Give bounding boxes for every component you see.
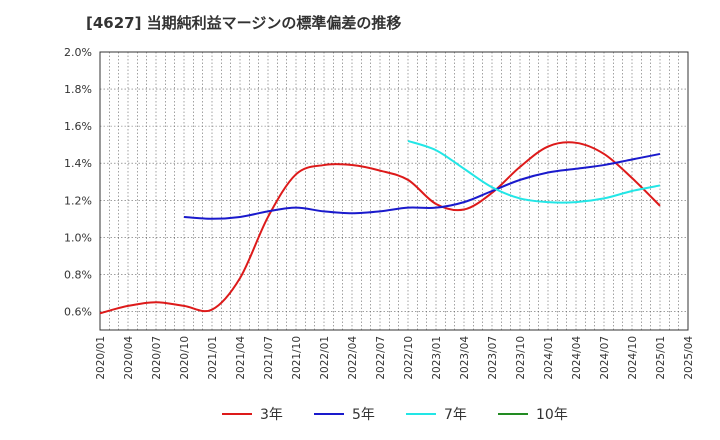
x-tick-label: 2022/10	[403, 336, 415, 380]
x-tick-label: 2022/01	[319, 336, 331, 380]
x-tick-label: 2022/04	[347, 336, 359, 380]
x-tick-label: 2021/04	[235, 336, 247, 380]
legend-swatch	[222, 413, 252, 415]
y-tick-label: 1.4%	[64, 157, 92, 170]
axes	[99, 51, 689, 331]
x-tick-label: 2025/04	[683, 336, 695, 380]
y-tick-label: 2.0%	[64, 46, 92, 59]
x-tick-label: 2023/01	[431, 336, 443, 380]
series-line-1	[99, 141, 661, 315]
x-tick-label: 2021/10	[291, 336, 303, 380]
x-tick-label: 2024/01	[543, 336, 555, 380]
y-tick-label: 1.6%	[64, 120, 92, 133]
y-tick-label: 0.8%	[64, 268, 92, 281]
x-tick-label: 2024/10	[627, 336, 639, 380]
series-line-2	[183, 152, 661, 220]
legend-item: 3年	[222, 404, 283, 424]
x-tick-label: 2024/07	[599, 336, 611, 380]
series-line-3	[407, 140, 661, 204]
chart-title: [4627] 当期純利益マージンの標準偏差の推移	[86, 14, 402, 32]
x-tick-label: 2021/01	[207, 336, 219, 380]
legend-label: 7年	[444, 407, 467, 423]
x-tick-label: 2025/01	[655, 336, 667, 380]
x-tick-label: 2023/10	[515, 336, 527, 380]
y-tick-label: 1.2%	[64, 194, 92, 207]
x-tick-label: 2020/01	[95, 336, 107, 380]
grid-lines	[99, 51, 689, 330]
tick-labels: 0.6% 0.8% 1.0% 1.2% 1.4% 1.6% 1.8% 2.0% 2020/01 2…	[64, 46, 695, 380]
x-tick-label: 2023/04	[459, 336, 471, 380]
x-tick-label: 2023/07	[487, 336, 499, 380]
x-tick-label: 2024/04	[571, 336, 583, 380]
plot-frame	[99, 51, 689, 331]
legend-swatch	[314, 413, 344, 415]
y-tick-label: 1.0%	[64, 231, 92, 244]
legend-swatch	[498, 413, 528, 415]
legend-swatch	[406, 413, 436, 415]
legend-label: 5年	[352, 407, 375, 423]
x-tick-label: 2021/07	[263, 336, 275, 380]
legend: 3年 5年 7年 10年	[0, 404, 720, 426]
legend-item: 7年	[406, 404, 467, 424]
legend-label: 3年	[260, 407, 283, 423]
y-tick-label: 1.8%	[64, 83, 92, 96]
y-tick-label: 0.6%	[64, 305, 92, 318]
legend-item: 10年	[498, 404, 568, 424]
legend-label: 10年	[536, 407, 568, 423]
x-tick-label: 2022/07	[375, 336, 387, 380]
x-tick-label: 2020/10	[179, 336, 191, 380]
x-tick-label: 2020/07	[151, 336, 163, 380]
legend-item: 5年	[314, 404, 375, 424]
x-tick-label: 2020/04	[123, 336, 135, 380]
series-lines	[99, 140, 661, 315]
